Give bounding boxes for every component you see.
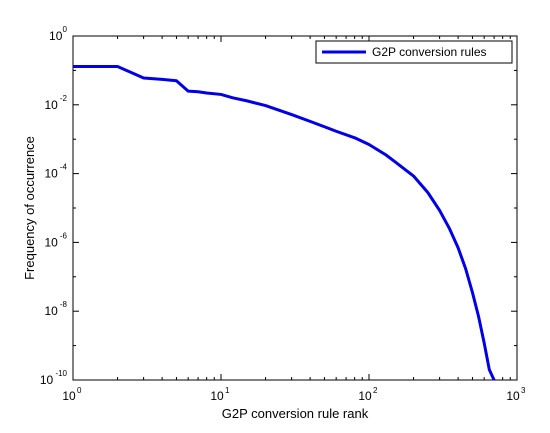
y-tick-label: 10 [44,167,58,181]
series-line [73,64,496,381]
x-tick-labels: 10 0 10 1 10 2 10 3 [62,386,526,403]
y-tick-label: 10 [44,235,58,249]
y-tick-label: 10 [49,29,63,43]
y-tick-exponent: -10 [55,369,67,378]
x-tick-exponent: 3 [521,386,526,395]
x-tick-label: 10 [210,389,224,403]
y-tick-exponent: 0 [63,25,68,34]
x-tick-exponent: 0 [77,386,82,395]
y-tick-exponent: -4 [60,163,68,172]
y-tick-exponent: -8 [60,300,68,309]
x-tick-exponent: 1 [225,386,230,395]
x-tick-label: 10 [506,389,520,403]
y-tick-label: 10 [44,304,58,318]
legend-box [315,40,513,64]
y-tick-label: 10 [44,98,58,112]
y-axis-label: Frequency of occurrence [22,136,37,280]
x-tick-label: 10 [358,389,372,403]
y-tick-exponent: -2 [60,94,68,103]
x-tick-label: 10 [62,389,76,403]
legend-label: G2P conversion rules [372,45,487,59]
x-tick-exponent: 2 [373,386,378,395]
x-axis-label: G2P conversion rule rank [222,406,369,421]
legend: G2P conversion rules [315,40,513,64]
y-tick-exponent: -6 [60,231,68,240]
plot-area [72,35,518,381]
y-tick-label: 10 [40,373,54,387]
